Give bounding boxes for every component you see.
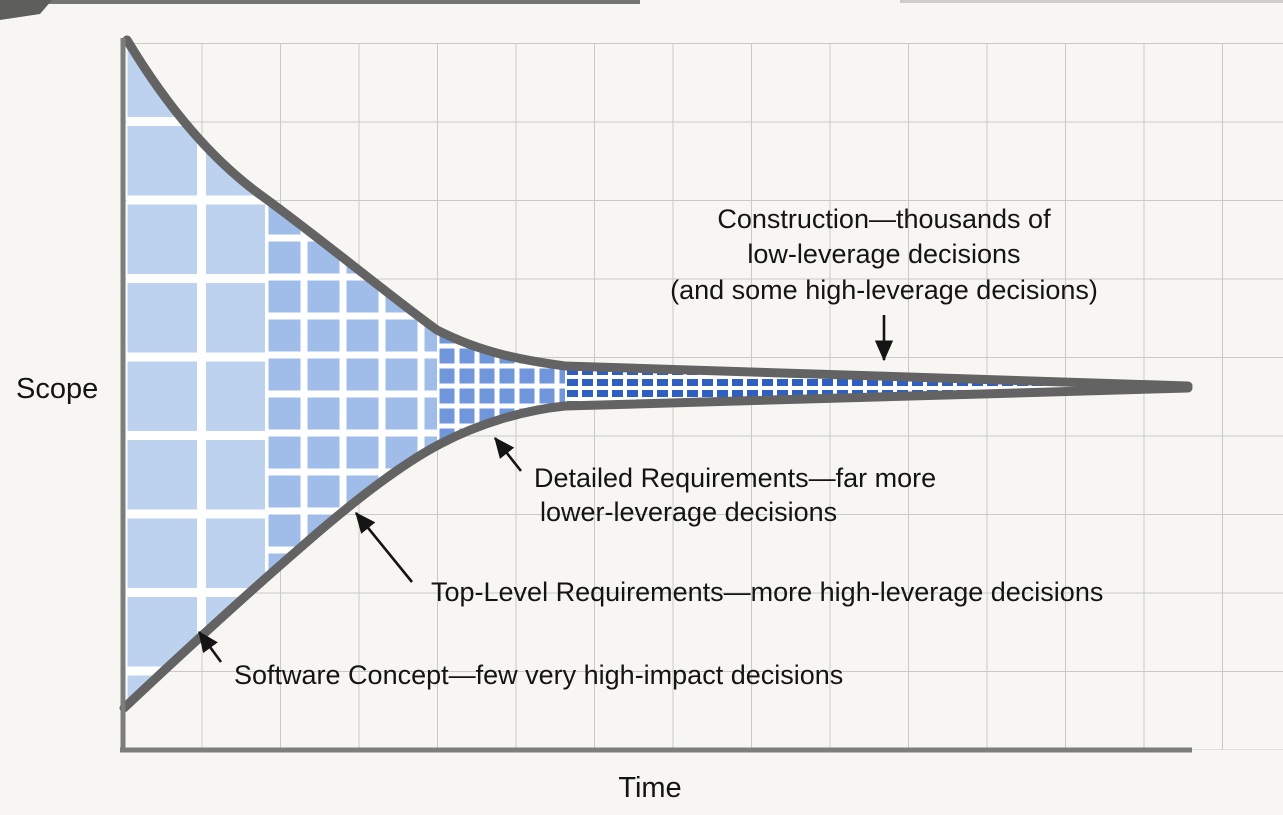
annotation-construction-line1: Construction—thousands of <box>717 204 1051 234</box>
annotation-construction-line3: (and some high-leverage decisions) <box>670 275 1098 305</box>
annotation-detailed-line1: Detailed Requirements—far more <box>534 463 936 493</box>
software-concept-arrow-icon <box>197 630 223 663</box>
annotation-construction: Construction—thousands of low-leverage d… <box>670 204 1098 362</box>
scan-artifact <box>0 0 1283 20</box>
annotation-top-level-label: Top-Level Requirements—more high-leverag… <box>431 577 1103 607</box>
annotation-top-level-requirements: Top-Level Requirements—more high-leverag… <box>354 511 1103 607</box>
annotation-software-concept-label: Software Concept—few very high-impact de… <box>234 660 843 690</box>
detailed-requirements-arrow-icon <box>493 436 523 472</box>
y-axis-label: Scope <box>16 373 98 405</box>
top-level-requirements-arrow-icon <box>354 511 414 583</box>
annotation-detailed-requirements: Detailed Requirements—far more lower-lev… <box>493 436 936 527</box>
annotation-construction-line2: low-leverage decisions <box>747 239 1020 269</box>
annotation-software-concept: Software Concept—few very high-impact de… <box>197 630 843 690</box>
funnel-top-edge <box>122 35 1193 391</box>
x-axis-label: Time <box>618 772 681 804</box>
annotation-detailed-line2: lower-leverage decisions <box>540 497 837 527</box>
